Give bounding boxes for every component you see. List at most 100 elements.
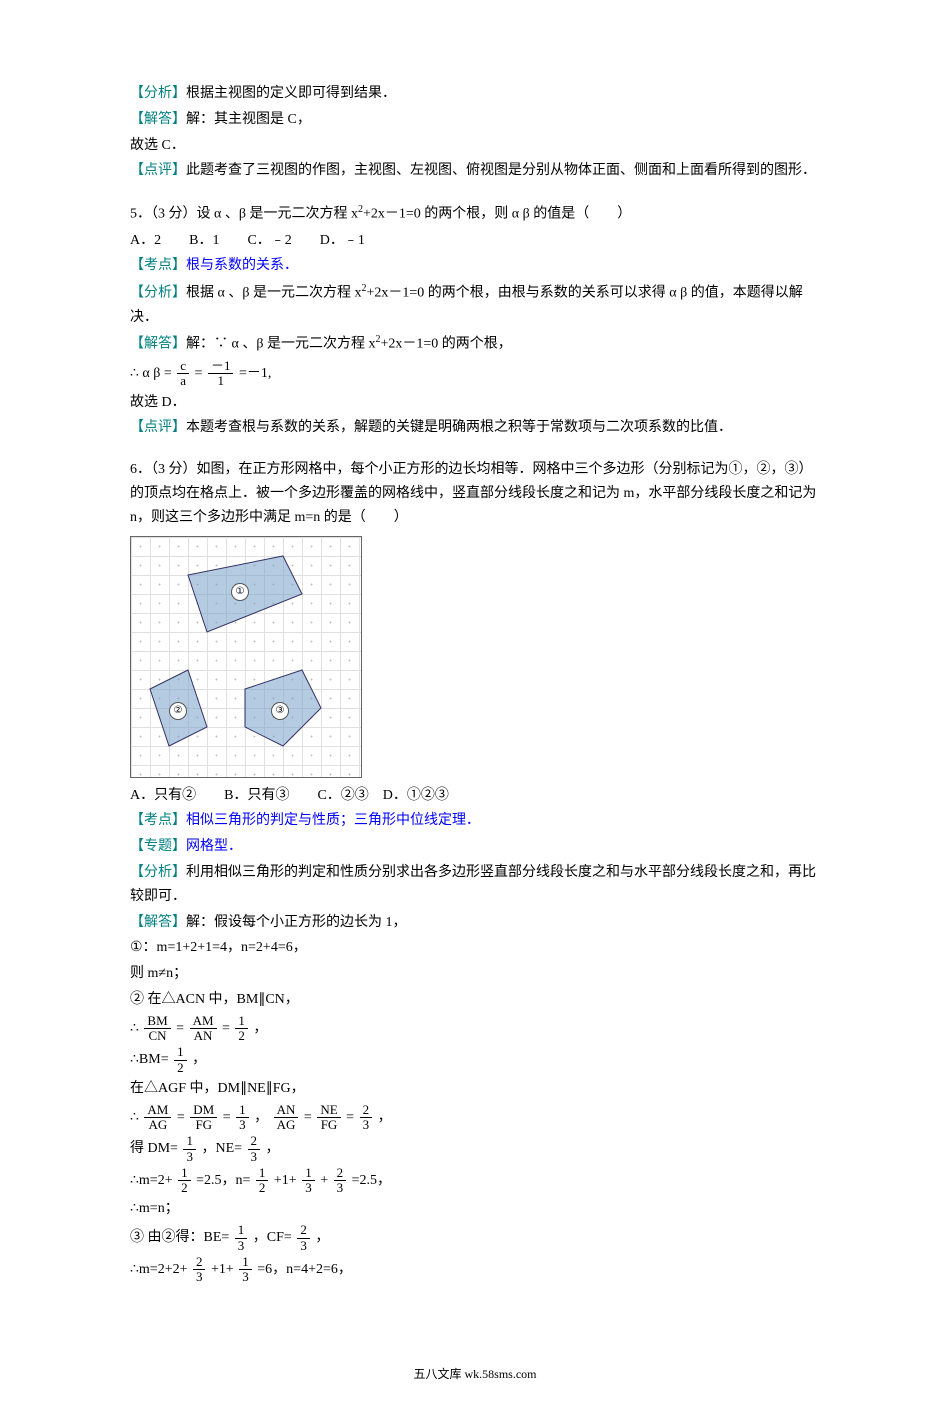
q6-special-text: 网格型． bbox=[186, 839, 242, 854]
q5-answer: 【解答】解：∵ α 、β 是一元二次方程 x2+2x－1=0 的两个根， bbox=[130, 331, 820, 356]
tail: ， bbox=[315, 1226, 329, 1250]
eq-tail: =－1, bbox=[239, 362, 271, 386]
tail: ， bbox=[253, 1017, 267, 1041]
pre: ∴m=2+ bbox=[130, 1169, 173, 1193]
special-label: 【专题】 bbox=[130, 839, 186, 854]
q6-l3: ② 在△ACN 中，BM∥CN， bbox=[130, 988, 820, 1012]
eq: = bbox=[195, 362, 203, 386]
q4-answer-text: 解：其主视图是 C， bbox=[186, 112, 311, 127]
q4-analysis-text: 根据主视图的定义即可得到结果． bbox=[186, 86, 396, 101]
eq: = bbox=[304, 1106, 312, 1130]
analysis-label: 【分析】 bbox=[130, 865, 186, 880]
frac: BMCN bbox=[144, 1014, 170, 1044]
comma: ， bbox=[254, 1106, 268, 1130]
eq: = bbox=[223, 1106, 231, 1130]
frac: 13 bbox=[239, 1255, 252, 1285]
pre: ∴ bbox=[130, 1017, 139, 1041]
c: ，CF= bbox=[253, 1226, 292, 1250]
topic-label: 【考点】 bbox=[130, 258, 186, 273]
q6-l11: ③ 由②得：BE= 13 ，CF= 23 ， bbox=[130, 1223, 820, 1253]
tail: ， bbox=[378, 1106, 392, 1130]
q6-l7: ∴ AMAG = DMFG = 13 ， ANAG = NEFG = 23 ， bbox=[130, 1103, 820, 1133]
q6-l5: ∴BM= 12 ， bbox=[130, 1045, 820, 1075]
frac: 12 bbox=[178, 1166, 191, 1196]
badge-3: ③ bbox=[271, 702, 289, 720]
q6-options: A．只有② B．只有③ C．②③ D．①②③ bbox=[130, 784, 820, 808]
q4-answer2: 故选 C． bbox=[130, 134, 820, 158]
tail: ， bbox=[192, 1048, 206, 1072]
eq: = bbox=[346, 1106, 354, 1130]
q6-topic-text: 相似三角形的判定与性质；三角形中位线定理． bbox=[186, 813, 480, 828]
q5-formula: ∴ α β = ca = －11 =－1, bbox=[130, 359, 820, 389]
q5-answer-a: 解：∵ α 、β 是一元二次方程 x bbox=[186, 337, 375, 352]
tail: =6，n=4+2=6， bbox=[257, 1258, 352, 1282]
q4-answer: 【解答】解：其主视图是 C， bbox=[130, 108, 820, 132]
q5-answer-b: +2x－1=0 的两个根， bbox=[380, 337, 511, 352]
frac: 13 bbox=[183, 1134, 196, 1164]
q6-answer-text: 解：假设每个小正方形的边长为 1， bbox=[186, 915, 407, 930]
tail: =2.5， bbox=[352, 1169, 391, 1193]
q6-l2: 则 m≠n； bbox=[130, 962, 820, 986]
q5-topic-text: 根与系数的关系． bbox=[186, 258, 298, 273]
q6-figure: ① ② ③ bbox=[130, 536, 362, 778]
frac-c-a: ca bbox=[177, 359, 189, 389]
q5-stem: 5．（3 分）设 α 、β 是一元二次方程 x2+2x－1=0 的两个根，则 α… bbox=[130, 201, 820, 226]
pre: ∴ bbox=[130, 1106, 139, 1130]
pre: 得 DM= bbox=[130, 1137, 178, 1161]
review-label: 【点评】 bbox=[130, 420, 186, 435]
answer-label: 【解答】 bbox=[130, 337, 186, 352]
q5-answer-c: 故选 D． bbox=[130, 391, 820, 415]
q6-l8: 得 DM= 13 ，NE= 23 ， bbox=[130, 1134, 820, 1164]
q5-review-text: 本题考查根与系数的关系，解题的关键是明确两根之积等于常数项与二次项系数的比值． bbox=[186, 420, 732, 435]
q6-topic: 【考点】相似三角形的判定与性质；三角形中位线定理． bbox=[130, 809, 820, 833]
analysis-label: 【分析】 bbox=[130, 86, 186, 101]
q5-review: 【点评】本题考查根与系数的关系，解题的关键是明确两根之积等于常数项与二次项系数的… bbox=[130, 416, 820, 440]
q6-l12: ∴m=2+2+ 23 +1+ 13 =6，n=4+2=6， bbox=[130, 1255, 820, 1285]
q6-special: 【专题】网格型． bbox=[130, 835, 820, 859]
frac: 13 bbox=[302, 1166, 315, 1196]
frac: NEFG bbox=[317, 1103, 340, 1133]
answer-label: 【解答】 bbox=[130, 915, 186, 930]
frac: 13 bbox=[236, 1103, 249, 1133]
c: +1+ bbox=[211, 1258, 234, 1282]
pre: ③ 由②得：BE= bbox=[130, 1226, 229, 1250]
review-label: 【点评】 bbox=[130, 163, 186, 178]
frac: 12 bbox=[174, 1045, 187, 1075]
q5-stem-b: +2x－1=0 的两个根，则 α β 的值是（ ） bbox=[363, 207, 631, 222]
frac: 23 bbox=[334, 1166, 347, 1196]
q6-answer: 【解答】解：假设每个小正方形的边长为 1， bbox=[130, 911, 820, 935]
q4-analysis: 【分析】根据主视图的定义即可得到结果． bbox=[130, 82, 820, 106]
tail: ， bbox=[266, 1137, 280, 1161]
page-footer: 五八文库 wk.58sms.com bbox=[130, 1364, 820, 1384]
comma: ，NE= bbox=[201, 1137, 242, 1161]
q6-analysis: 【分析】利用相似三角形的判定和性质分别求出各多边形竖直部分线段长度之和与水平部分… bbox=[130, 861, 820, 909]
q6-l1: ①：m=1+2+1=4，n=2+4=6， bbox=[130, 936, 820, 960]
q5-analysis-a: 根据 α 、β 是一元二次方程 x bbox=[186, 286, 361, 301]
pre: ∴BM= bbox=[130, 1048, 169, 1072]
polygons-svg bbox=[131, 537, 361, 777]
eq: = bbox=[176, 1017, 184, 1041]
frac: AMAG bbox=[144, 1103, 171, 1133]
eq: = bbox=[222, 1017, 230, 1041]
badge-1: ① bbox=[231, 583, 249, 601]
badge-2: ② bbox=[169, 702, 187, 720]
q5-topic: 【考点】根与系数的关系． bbox=[130, 254, 820, 278]
q6-analysis-text: 利用相似三角形的判定和性质分别求出各多边形竖直部分线段长度之和与水平部分线段长度… bbox=[130, 865, 816, 904]
frac: 23 bbox=[248, 1134, 261, 1164]
frac: 12 bbox=[256, 1166, 269, 1196]
q6-l10: ∴m=n； bbox=[130, 1197, 820, 1221]
frac: DMFG bbox=[190, 1103, 217, 1133]
topic-label: 【考点】 bbox=[130, 813, 186, 828]
q4-review-text: 此题考查了三视图的作图，主视图、左视图、俯视图是分别从物体正面、侧面和上面看所得… bbox=[186, 163, 816, 178]
q5-stem-a: 5．（3 分）设 α 、β 是一元二次方程 x bbox=[130, 207, 358, 222]
q5-options: A．2 B．1 C．﹣2 D．﹣1 bbox=[130, 229, 820, 253]
frac: AMAN bbox=[190, 1014, 217, 1044]
frac: 23 bbox=[297, 1223, 310, 1253]
frac: 23 bbox=[193, 1255, 206, 1285]
answer-label: 【解答】 bbox=[130, 112, 186, 127]
q6-l6: 在△AGF 中，DM∥NE∥FG， bbox=[130, 1077, 820, 1101]
pre: ∴m=2+2+ bbox=[130, 1258, 187, 1282]
frac: ANAG bbox=[274, 1103, 299, 1133]
q6-stem: 6．（3 分）如图，在正方形网格中，每个小正方形的边长均相等．网格中三个多边形（… bbox=[130, 458, 820, 529]
formula-prefix: ∴ α β = bbox=[130, 362, 172, 386]
